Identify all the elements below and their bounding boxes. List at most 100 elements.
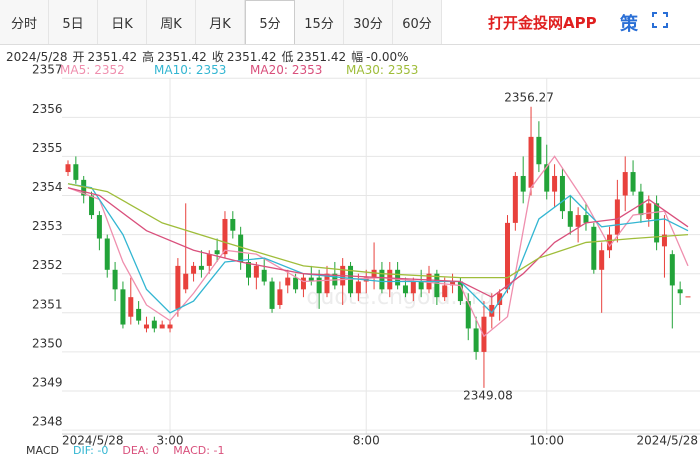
low-label: 2349.08 [463, 388, 513, 402]
candle-body [465, 301, 471, 329]
ma-line [67, 183, 689, 314]
candle-body [434, 273, 440, 298]
candle-body [277, 289, 283, 305]
legend-name: MA20: [250, 63, 288, 77]
info-value: 2351.42 [87, 50, 138, 64]
candle-body [238, 234, 244, 262]
candle-body [81, 179, 87, 196]
y-tick-label: 2357 [32, 63, 63, 77]
candle-body [630, 172, 636, 192]
candle-body [371, 269, 377, 278]
tab[interactable]: 5日 [49, 0, 98, 44]
candle-body [481, 316, 487, 352]
candle-body [324, 273, 330, 294]
candle-body [96, 215, 102, 239]
legend-item: MA30: 2353 [346, 63, 418, 77]
candle-body [191, 265, 197, 274]
candle-body [583, 215, 589, 223]
candle-body [379, 269, 385, 290]
candle-body [559, 175, 565, 212]
brand-link[interactable]: 打开金投网APP [488, 14, 597, 32]
candle-body [410, 281, 416, 294]
ohlc-info: 2024/5/28 开 2351.42 高 2351.42 收 2351.42 低 2351.4… [6, 48, 414, 65]
ma-line [67, 183, 689, 279]
y-tick-label: 2351 [32, 297, 63, 311]
candle-body [646, 203, 652, 219]
candle-body [65, 164, 71, 173]
tab[interactable]: 5分 [245, 0, 295, 44]
macd-legend: MACD DIF: -0 DEA: 0 MACD: -1 [26, 444, 238, 455]
x-tick-label: 3:00 [157, 434, 184, 448]
candle-body [355, 281, 361, 294]
candle-body [677, 289, 683, 294]
info-value: 2351.42 [157, 50, 207, 64]
legend-item: MA10: 2353 [154, 63, 226, 77]
info-value: 2351.42 [296, 50, 347, 64]
candle-body [450, 281, 456, 286]
candle-body [167, 324, 173, 329]
y-tick-label: 2352 [32, 258, 63, 272]
candle-body [246, 261, 252, 278]
candle-body [104, 238, 110, 270]
candle-body [489, 304, 495, 317]
candle-body [222, 218, 228, 255]
y-tick-label: 2348 [32, 415, 63, 429]
tab[interactable]: 月K [196, 0, 245, 44]
tab[interactable]: 周K [147, 0, 196, 44]
candle-body [607, 234, 613, 251]
info-label: 低 [281, 50, 294, 64]
tab[interactable]: 15分 [295, 0, 344, 44]
strategy-icon[interactable]: 策 [620, 14, 638, 35]
legend-item: MA5: 2352 [60, 63, 125, 77]
candle-body [685, 296, 691, 298]
candle-body [402, 285, 408, 294]
y-tick-label: 2353 [32, 219, 63, 233]
candle-body [599, 250, 605, 270]
candle-body [442, 285, 448, 298]
legend-value: 2353 [195, 63, 227, 77]
legend-value: 2352 [94, 63, 125, 77]
candle-body [159, 324, 165, 329]
tabs: 分时 5日 日K 周K 月K 5分 15分 30分 60分 [0, 0, 442, 44]
y-tick-label: 2356 [32, 102, 63, 116]
tab[interactable]: 30分 [344, 0, 393, 44]
tab[interactable]: 分时 [0, 0, 49, 44]
high-label: 2356.27 [504, 90, 554, 104]
candle-body [316, 277, 322, 294]
candle-body [73, 164, 79, 180]
candle-body [183, 273, 189, 290]
candle-body [395, 269, 401, 286]
candle-body [457, 281, 463, 302]
candle-body [520, 175, 526, 192]
candle-body [473, 328, 479, 352]
legend-name: MA30: [346, 63, 384, 77]
candle-body [497, 293, 503, 305]
tab[interactable]: 60分 [393, 0, 442, 44]
candle-body [261, 269, 267, 282]
legend-name: MA10: [154, 63, 192, 77]
legend-name: MA5: [60, 63, 91, 77]
legend-value: 2353 [387, 63, 419, 77]
info-label: 开 [72, 50, 85, 64]
candle-body [654, 203, 660, 243]
tab-bar: 分时 5日 日K 周K 月K 5分 15分 30分 60分 打开金投网APP 策 [0, 0, 700, 45]
tab[interactable]: 日K [98, 0, 147, 44]
info-label: 幅 [351, 50, 364, 64]
candle-body [567, 211, 573, 227]
candle-body [230, 218, 236, 231]
macd-item: MACD [26, 444, 59, 455]
candle-body [638, 191, 644, 216]
x-tick-label: 2024/5/28 [62, 434, 124, 448]
candle-body [285, 277, 291, 286]
y-tick-label: 2349 [32, 375, 63, 389]
info-label: 收 [211, 50, 224, 64]
candle-body [418, 281, 424, 290]
candle-body [112, 269, 118, 290]
x-tick-label: 8:00 [353, 434, 380, 448]
y-tick-label: 2350 [32, 336, 63, 350]
info-date: 2024/5/28 [6, 50, 68, 64]
fullscreen-icon[interactable] [652, 12, 668, 28]
info-value: -0.00% [366, 50, 409, 64]
candle-body [544, 164, 550, 192]
